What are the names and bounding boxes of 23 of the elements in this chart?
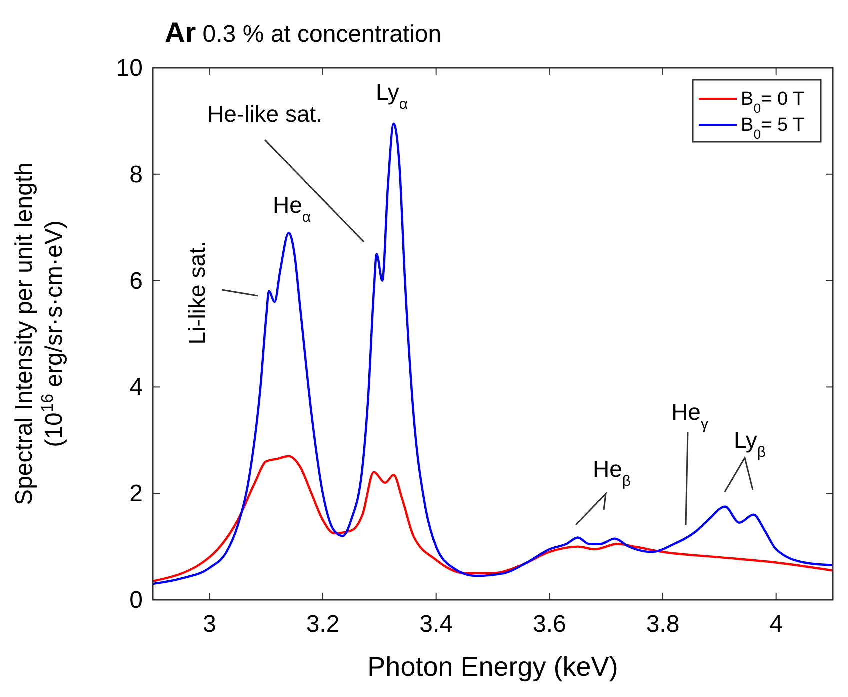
y-tick-label: 6 (130, 268, 143, 295)
x-axis-title: Photon Energy (keV) (368, 652, 618, 682)
legend-label: B$_{0}$= 5 T (741, 115, 805, 142)
x-tick-label: 3.8 (646, 611, 680, 638)
x-tick-label: 3.2 (306, 611, 340, 638)
y-tick-label: 4 (130, 374, 143, 402)
x-tick-label: 3.4 (420, 611, 454, 638)
y-tick-label: 10 (116, 55, 143, 82)
legend-label: B$_{0}$= 0 T (741, 89, 805, 116)
x-tick-label: 4 (770, 611, 784, 638)
y-tick-label: 8 (130, 161, 143, 188)
annotation: He-like sat. (207, 101, 323, 127)
y-tick-label: 2 (130, 480, 143, 508)
annotation: He$_{β}$ (593, 456, 631, 490)
chart-title: Ar 0.3 % at concentration (165, 17, 442, 48)
x-tick-label: 3 (202, 611, 216, 638)
annotation: Li-like sat. (184, 241, 210, 345)
y-tick-label: 0 (130, 587, 143, 614)
annotation: He$_{γ}$ (672, 399, 709, 432)
annotation: Ly$_{β}$ (734, 427, 766, 460)
x-tick-label: 3.6 (532, 611, 566, 638)
annotation: Ly$_{α}$ (376, 79, 408, 112)
annotation: He$_{α}$ (272, 192, 312, 226)
